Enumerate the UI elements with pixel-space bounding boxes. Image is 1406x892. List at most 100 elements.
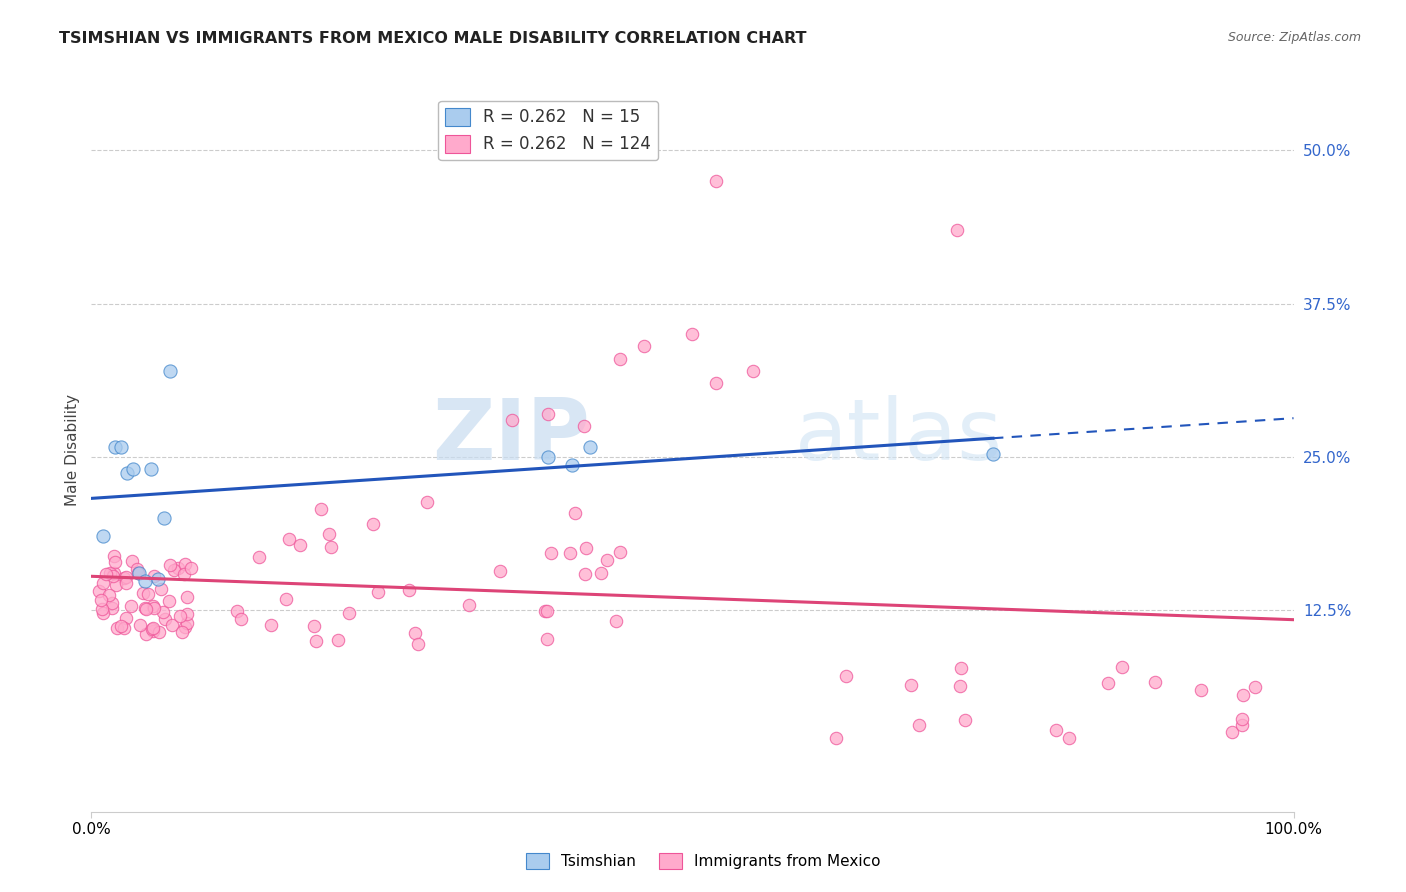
Point (103, 566, 125, 580)
Point (276, 592, 298, 607)
Point (101, 596, 124, 610)
Point (90, 602, 112, 616)
Point (134, 574, 156, 589)
Point (540, 546, 562, 560)
Point (104, 577, 127, 591)
Point (560, 546, 582, 560)
Point (537, 407, 560, 421)
Point (311, 501, 333, 516)
Point (408, 637, 430, 651)
Point (143, 569, 166, 583)
Point (153, 611, 176, 625)
Point (159, 558, 181, 573)
Point (170, 625, 193, 640)
Y-axis label: Male Disability: Male Disability (65, 394, 80, 507)
Point (225, 605, 247, 619)
Point (112, 571, 135, 585)
Point (1189, 683, 1212, 698)
Point (103, 569, 125, 583)
Point (561, 458, 583, 472)
Point (93, 529, 115, 543)
Point (117, 466, 139, 480)
Point (321, 540, 343, 554)
Point (146, 572, 169, 586)
Point (122, 462, 145, 476)
Text: ZIP: ZIP (433, 394, 591, 477)
Point (173, 567, 195, 582)
Point (176, 590, 198, 604)
Point (142, 624, 165, 638)
Point (949, 660, 972, 674)
Point (174, 620, 197, 634)
Point (337, 606, 360, 620)
Point (247, 549, 270, 564)
Point (1111, 659, 1133, 673)
Point (741, 364, 763, 378)
Point (114, 611, 136, 625)
Point (605, 614, 627, 628)
Text: TSIMSHIAN VS IMMIGRANTS FROM MEXICO MALE DISABILITY CORRELATION CHART: TSIMSHIAN VS IMMIGRANTS FROM MEXICO MALE… (59, 31, 807, 46)
Point (489, 564, 512, 578)
Point (104, 440, 127, 454)
Point (132, 585, 155, 599)
Point (110, 440, 132, 454)
Point (148, 624, 170, 639)
Point (141, 622, 163, 636)
Point (367, 585, 389, 599)
Point (1045, 723, 1067, 738)
Point (141, 462, 163, 476)
Point (575, 541, 598, 555)
Point (681, 327, 703, 342)
Point (169, 609, 191, 624)
Point (304, 619, 326, 633)
Point (706, 376, 728, 390)
Point (127, 562, 149, 576)
Point (633, 339, 655, 353)
Point (706, 174, 728, 188)
Point (93, 576, 115, 591)
Point (120, 599, 142, 613)
Point (1232, 688, 1254, 702)
Point (159, 364, 181, 378)
Point (114, 570, 136, 584)
Point (96, 566, 118, 581)
Point (91, 606, 114, 620)
Point (416, 494, 439, 508)
Point (127, 566, 149, 580)
Point (89, 584, 111, 599)
Point (149, 582, 172, 597)
Point (135, 602, 157, 616)
Point (174, 557, 197, 571)
Point (142, 599, 165, 613)
Point (134, 600, 156, 615)
Point (103, 555, 125, 569)
Point (98, 566, 121, 580)
Point (166, 561, 188, 575)
Point (1230, 712, 1253, 726)
Point (835, 669, 858, 683)
Point (574, 567, 596, 582)
Point (152, 511, 174, 525)
Point (128, 618, 150, 632)
Point (596, 552, 619, 566)
Point (157, 594, 180, 608)
Point (110, 618, 132, 632)
Point (142, 601, 165, 615)
Point (305, 634, 328, 648)
Point (101, 601, 124, 615)
Point (1220, 724, 1243, 739)
Point (318, 527, 340, 541)
Point (609, 544, 631, 558)
Point (1244, 680, 1267, 694)
Point (259, 618, 281, 632)
Point (1097, 676, 1119, 690)
Point (135, 626, 157, 640)
Point (229, 612, 252, 626)
Point (900, 678, 922, 692)
Point (501, 413, 523, 427)
Point (288, 538, 311, 552)
Point (90, 593, 112, 607)
Legend: R = 0.262   N = 15, R = 0.262   N = 124: R = 0.262 N = 15, R = 0.262 N = 124 (439, 101, 658, 161)
Point (579, 440, 602, 454)
Legend: Tsimshian, Immigrants from Mexico: Tsimshian, Immigrants from Mexico (520, 847, 886, 875)
